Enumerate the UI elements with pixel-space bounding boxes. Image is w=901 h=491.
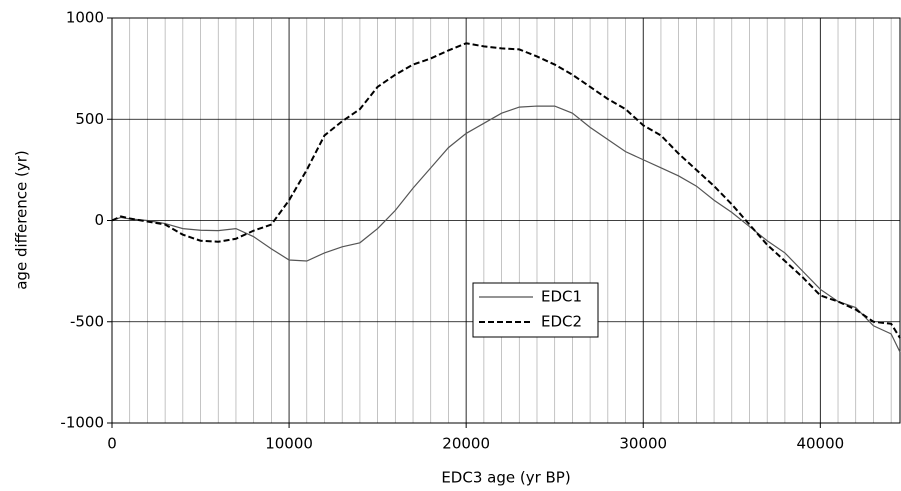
x-tick-label: 30000 bbox=[619, 435, 667, 453]
x-axis-title: EDC3 age (yr BP) bbox=[441, 469, 570, 487]
y-tick-label: -1000 bbox=[60, 414, 104, 432]
y-tick-label: 0 bbox=[94, 211, 104, 229]
legend-label: EDC1 bbox=[541, 288, 582, 306]
x-tick-label: 10000 bbox=[265, 435, 313, 453]
x-tick-label: 20000 bbox=[442, 435, 490, 453]
x-tick-label: 40000 bbox=[796, 435, 844, 453]
y-tick-label: -500 bbox=[70, 312, 104, 330]
data-line bbox=[111, 42, 901, 339]
data-line bbox=[111, 105, 901, 353]
legend-label: EDC2 bbox=[541, 313, 582, 331]
y-tick-label: 1000 bbox=[66, 9, 104, 27]
y-axis-title: age difference (yr) bbox=[13, 150, 31, 290]
y-tick-label: 500 bbox=[75, 110, 104, 128]
legend-box bbox=[472, 282, 599, 338]
x-tick-label: 0 bbox=[107, 435, 117, 453]
